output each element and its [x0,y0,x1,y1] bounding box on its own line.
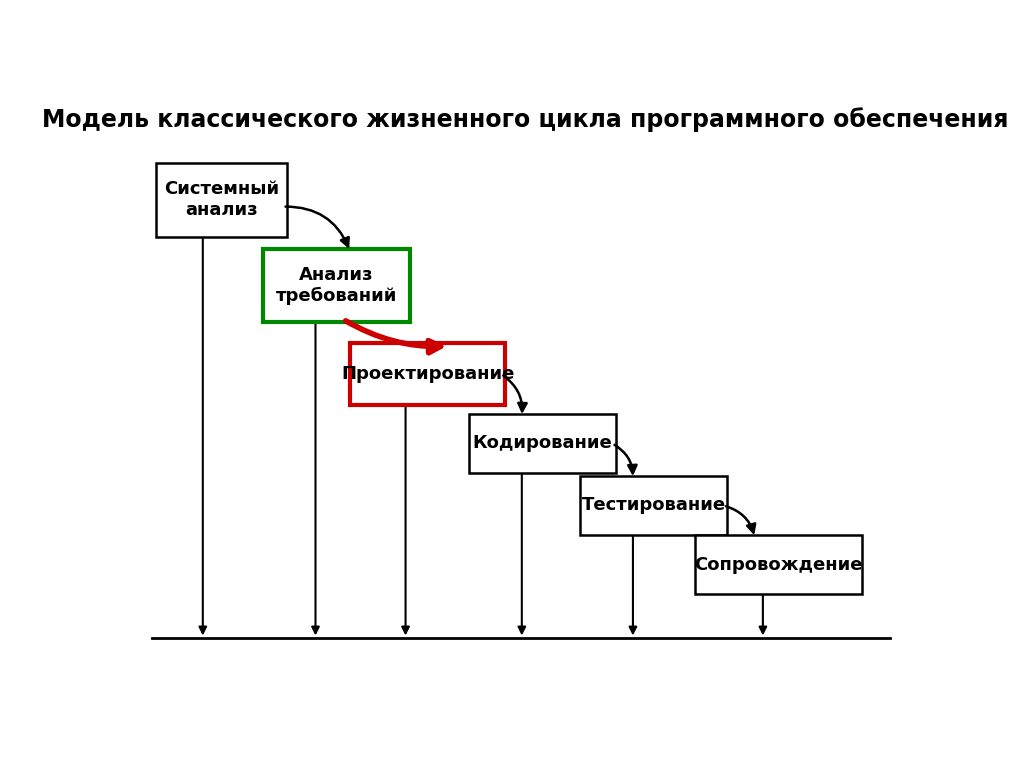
FancyBboxPatch shape [581,476,727,535]
Text: Кодирование: Кодирование [473,434,612,453]
FancyBboxPatch shape [695,535,862,594]
Text: Проектирование: Проектирование [341,365,514,383]
FancyBboxPatch shape [469,414,616,473]
Text: Системный
анализ: Системный анализ [164,180,279,219]
FancyBboxPatch shape [156,163,287,237]
FancyBboxPatch shape [350,343,505,405]
Text: Сопровождение: Сопровождение [694,555,863,574]
Text: Анализ
требований: Анализ требований [275,266,397,305]
Text: Модель классического жизненного цикла программного обеспечения: Модель классического жизненного цикла пр… [42,107,1008,132]
FancyBboxPatch shape [263,249,410,322]
Text: Тестирование: Тестирование [582,496,726,515]
